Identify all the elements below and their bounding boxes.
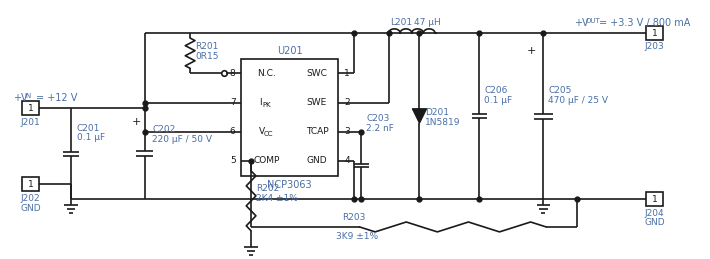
Text: PK: PK (263, 102, 271, 107)
Text: 220 μF / 50 V: 220 μF / 50 V (153, 135, 212, 144)
Text: 1: 1 (652, 195, 657, 204)
Text: 470 μF / 25 V: 470 μF / 25 V (548, 96, 608, 105)
Text: 7: 7 (230, 98, 236, 107)
Text: 4: 4 (344, 156, 350, 166)
Text: 2K4 ±1%: 2K4 ±1% (256, 194, 297, 203)
Text: C201: C201 (77, 124, 100, 133)
Text: SWC: SWC (307, 69, 327, 78)
Text: = +12 V: = +12 V (36, 93, 77, 103)
Text: 2: 2 (344, 98, 350, 107)
Text: C206: C206 (484, 86, 508, 95)
Text: D201: D201 (425, 108, 449, 117)
Text: 3K9 ±1%: 3K9 ±1% (337, 232, 378, 241)
Text: GND: GND (20, 204, 40, 213)
Bar (22, 177, 39, 191)
Text: 47 μH: 47 μH (414, 18, 440, 27)
Text: 0.1 μF: 0.1 μF (77, 133, 105, 142)
Text: GND: GND (307, 156, 327, 166)
Text: +V: +V (13, 93, 28, 103)
Text: V: V (259, 127, 265, 136)
Text: OUT: OUT (586, 18, 601, 24)
Text: 1: 1 (652, 28, 657, 38)
Text: U201: U201 (277, 46, 302, 56)
Bar (646, 192, 663, 206)
Text: 2.2 nF: 2.2 nF (366, 124, 394, 133)
Text: GND: GND (645, 219, 665, 227)
Text: IN: IN (25, 93, 32, 99)
Text: J203: J203 (645, 42, 665, 51)
Text: R201: R201 (195, 42, 219, 51)
Text: R203: R203 (342, 213, 366, 221)
Text: C202: C202 (153, 126, 175, 134)
Text: I: I (259, 98, 261, 107)
Text: 0.1 μF: 0.1 μF (484, 96, 513, 105)
Text: 1: 1 (344, 69, 350, 78)
Bar (241, 59, 338, 176)
Text: TCAP: TCAP (305, 127, 328, 136)
Text: NCP3063: NCP3063 (268, 181, 312, 190)
Text: +: + (132, 117, 141, 127)
Text: L201: L201 (391, 18, 413, 27)
Text: N.C.: N.C. (257, 69, 276, 78)
Text: R202: R202 (256, 184, 279, 193)
Text: J201: J201 (21, 118, 40, 127)
Polygon shape (413, 109, 426, 123)
Text: COMP: COMP (253, 156, 280, 166)
Text: 1: 1 (28, 104, 33, 113)
Text: J204: J204 (645, 208, 665, 218)
Text: 0R15: 0R15 (195, 52, 219, 61)
Text: 1: 1 (28, 180, 33, 189)
Text: CC: CC (263, 131, 273, 137)
Text: C203: C203 (366, 114, 390, 123)
Bar (22, 101, 39, 115)
Text: 5: 5 (230, 156, 236, 166)
Text: +V: +V (574, 18, 589, 28)
Bar (646, 26, 663, 40)
Text: +: + (527, 46, 537, 56)
Text: C205: C205 (548, 86, 572, 95)
Text: 8: 8 (230, 69, 236, 78)
Text: 6: 6 (230, 127, 236, 136)
Text: J202: J202 (21, 194, 40, 203)
Text: 3: 3 (344, 127, 350, 136)
Text: = +3.3 V / 800 mA: = +3.3 V / 800 mA (599, 18, 691, 28)
Text: SWE: SWE (307, 98, 327, 107)
Text: 1N5819: 1N5819 (425, 118, 461, 127)
